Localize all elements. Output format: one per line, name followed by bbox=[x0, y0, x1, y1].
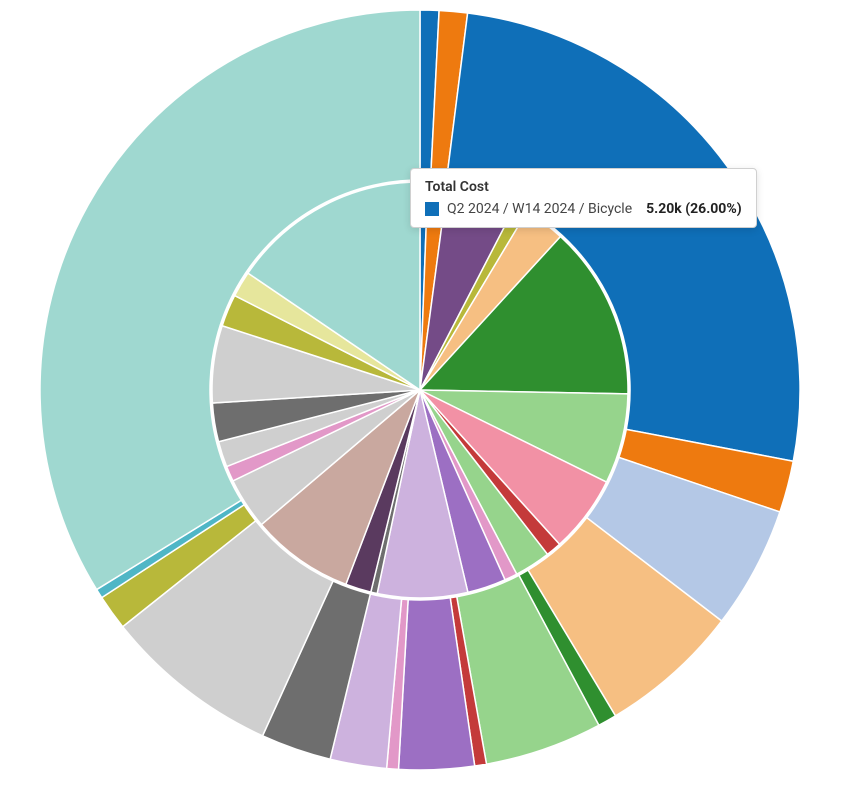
inner-ring bbox=[212, 182, 628, 598]
nested-pie-chart: Total Cost Q2 2024 / W14 2024 / Bicycle … bbox=[0, 0, 861, 791]
pie-svg bbox=[0, 0, 861, 791]
